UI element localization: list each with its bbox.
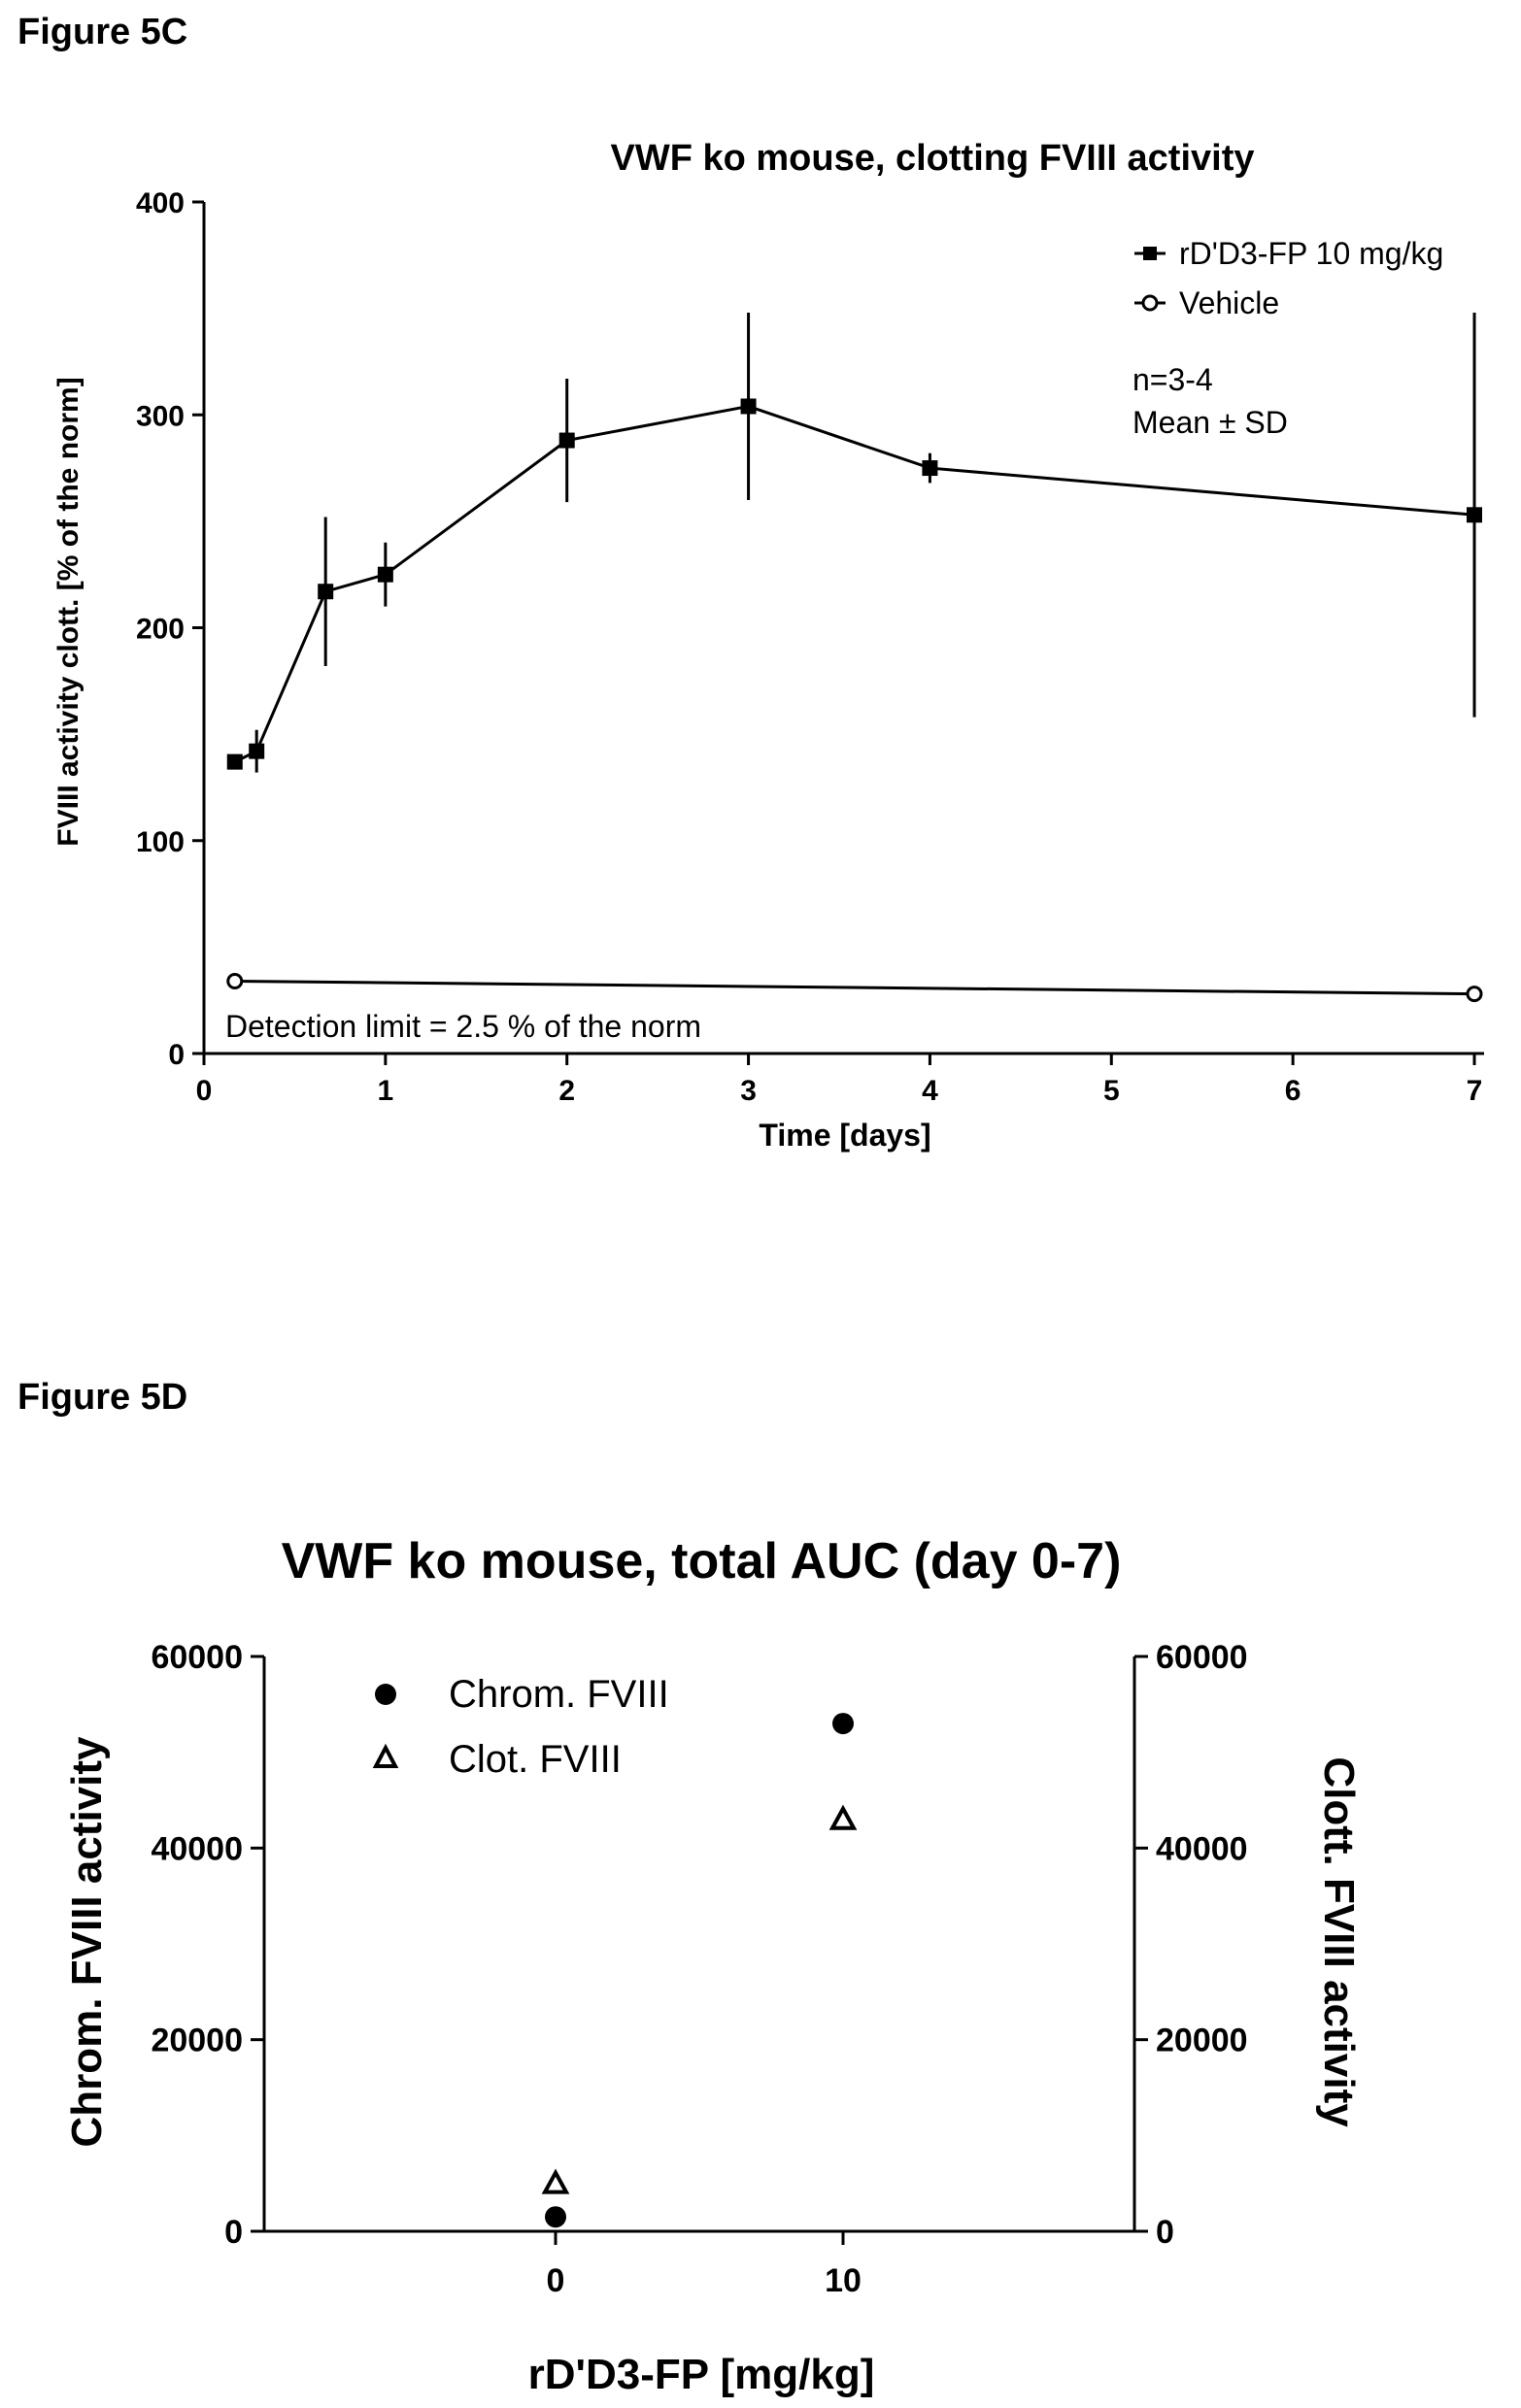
x-tick-label: 4	[922, 1075, 938, 1107]
data-point	[832, 1713, 854, 1735]
figure-5c-label: Figure 5C	[17, 12, 188, 52]
x-tick-label: 5	[1103, 1075, 1120, 1107]
x-tick-label: 10	[825, 2262, 862, 2299]
chart-5d-left-axis: 0 20000 40000 60000	[151, 1639, 266, 2251]
x-tick-label: 0	[196, 1075, 213, 1107]
y-tick-label: 200	[136, 614, 185, 646]
legend-label-vehicle: Vehicle	[1179, 285, 1279, 320]
series-line	[234, 404, 1475, 763]
data-point	[226, 972, 244, 989]
figure-5d-label: Figure 5D	[17, 1377, 188, 1418]
stats-note-mean-sd: Mean ± SD	[1132, 405, 1288, 440]
right-y-tick-label: 0	[1156, 2214, 1174, 2251]
stats-note-n: n=3-4	[1132, 362, 1213, 397]
data-point	[318, 584, 334, 600]
chart-5c-title: VWF ko mouse, clotting FVIII activity	[611, 138, 1255, 179]
chart-5d-left-axis-label: Chrom. FVIII activity	[63, 1736, 111, 2148]
legend-item-chrom-fviii: Chrom. FVIII	[375, 1673, 669, 1716]
chart-5c-x-axis: 0 1 2 3 4 5 6 7	[196, 1052, 1484, 1107]
chart-5c-legend: rD'D3-FP 10 mg/kg Vehicle	[1134, 236, 1443, 320]
data-point	[1467, 507, 1482, 523]
legend-label-clot-fviii: Clot. FVIII	[449, 1738, 622, 1781]
left-y-tick-label: 0	[224, 2214, 243, 2251]
series-line	[234, 979, 1475, 996]
data-point	[828, 1804, 858, 1830]
chart-5c-y-axis-label: FVIII activity clott. [% of the norm]	[52, 377, 84, 846]
x-tick-label: 3	[740, 1075, 757, 1107]
data-point	[249, 743, 265, 759]
chart-5d-right-axis: 0 20000 40000 60000	[1132, 1639, 1248, 2251]
legend-item-rd-d3-fp: rD'D3-FP 10 mg/kg	[1134, 236, 1443, 271]
chart-5d-legend: Chrom. FVIII Clot. FVIII	[372, 1673, 669, 1781]
left-y-tick-label: 20000	[151, 2023, 243, 2059]
series-chrom-fviii	[545, 1713, 854, 2228]
data-point	[541, 2168, 570, 2194]
series-clot-fviii	[541, 1804, 858, 2194]
data-point	[558, 432, 575, 449]
series-vehicle	[226, 972, 1483, 1003]
data-point	[226, 753, 243, 770]
y-tick-label: 0	[168, 1039, 185, 1071]
data-point	[1466, 986, 1483, 1003]
legend-item-clot-fviii: Clot. FVIII	[372, 1738, 622, 1781]
left-y-tick-label: 40000	[151, 1830, 243, 1867]
data-point	[922, 460, 938, 477]
chart-5d-x-axis: 0 10	[264, 2229, 1134, 2299]
chart-5d-x-axis-label: rD'D3-FP [mg/kg]	[528, 2351, 875, 2398]
y-tick-label: 100	[136, 826, 185, 858]
y-tick-label: 400	[136, 187, 185, 219]
data-point	[377, 566, 393, 583]
right-y-tick-label: 20000	[1156, 2023, 1248, 2059]
y-tick-label: 300	[136, 400, 185, 432]
right-y-tick-label: 40000	[1156, 1830, 1248, 1867]
right-y-tick-label: 60000	[1156, 1639, 1248, 1676]
x-tick-label: 0	[547, 2262, 565, 2299]
chart-5d-right-axis-label: Clott. FVIII activity	[1315, 1756, 1363, 2127]
chart-5d-title: VWF ko mouse, total AUC (day 0-7)	[282, 1533, 1122, 1589]
x-tick-label: 2	[558, 1075, 575, 1107]
x-tick-label: 7	[1467, 1075, 1483, 1107]
left-y-tick-label: 60000	[151, 1639, 243, 1676]
x-tick-label: 6	[1285, 1075, 1301, 1107]
detection-limit-note: Detection limit = 2.5 % of the norm	[225, 1009, 701, 1044]
legend-label-rd-d3-fp: rD'D3-FP 10 mg/kg	[1179, 236, 1443, 271]
chart-5c-y-axis: 0 100 200 300 400	[136, 187, 206, 1071]
chart-5c-x-axis-label: Time [days]	[759, 1118, 930, 1153]
chart-5c: VWF ko mouse, clotting FVIII activity 0 1…	[52, 138, 1484, 1153]
legend-label-chrom-fviii: Chrom. FVIII	[449, 1673, 669, 1716]
data-point	[740, 398, 757, 415]
series-rd-d3-fp	[226, 313, 1482, 773]
data-point	[545, 2206, 566, 2228]
x-tick-label: 1	[378, 1075, 394, 1107]
legend-item-vehicle: Vehicle	[1134, 285, 1279, 320]
